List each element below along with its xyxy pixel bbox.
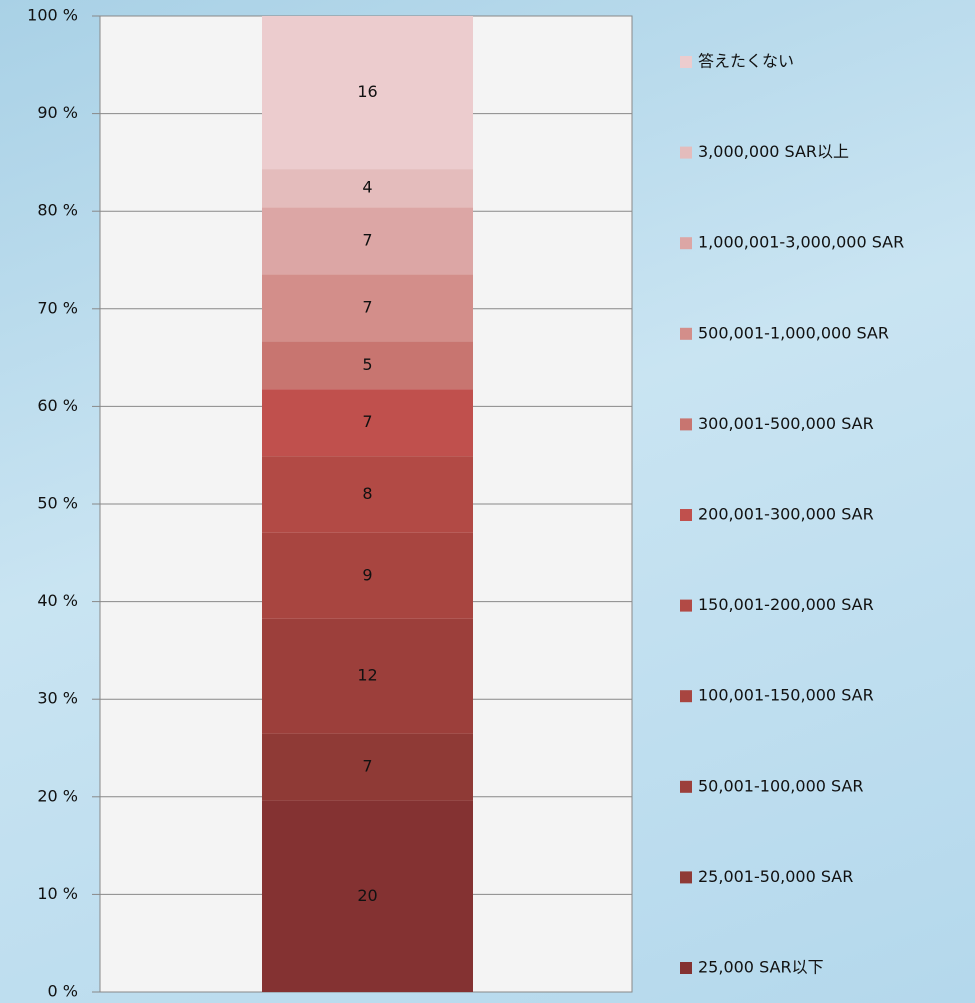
y-tick-label: 0 % xyxy=(48,982,78,1001)
bar-segment xyxy=(262,456,473,533)
legend-label: 3,000,000 SAR以上 xyxy=(698,142,849,161)
bar-segment xyxy=(262,532,473,619)
y-tick-label: 10 % xyxy=(37,884,78,903)
data-label: 4 xyxy=(362,178,372,197)
y-tick-label: 20 % xyxy=(37,786,78,805)
legend-swatch xyxy=(680,509,692,521)
legend-label: 1,000,001-3,000,000 SAR xyxy=(698,233,904,252)
y-tick-label: 30 % xyxy=(37,689,78,708)
legend-swatch xyxy=(680,327,692,340)
data-label: 7 xyxy=(362,230,372,249)
legend-label: 答えたくない xyxy=(698,52,794,71)
legend-swatch xyxy=(680,871,692,884)
legend-swatch xyxy=(680,780,692,793)
legend-label: 25,001-50,000 SAR xyxy=(698,867,853,886)
legend-swatch xyxy=(680,146,692,159)
bar-segment xyxy=(262,389,473,457)
legend-label: 50,001-100,000 SAR xyxy=(698,776,864,795)
legend-swatch xyxy=(680,418,692,431)
y-tick-label: 60 % xyxy=(37,396,78,415)
legend-swatch xyxy=(680,690,692,703)
legend-label: 200,001-300,000 SAR xyxy=(698,505,874,524)
bar-segment xyxy=(262,733,473,801)
data-label: 7 xyxy=(362,757,372,776)
data-label: 20 xyxy=(357,886,377,905)
data-label: 9 xyxy=(362,565,372,584)
bar-segment xyxy=(262,274,473,342)
data-label: 7 xyxy=(362,297,372,316)
bar-segment xyxy=(262,16,473,170)
legend-label: 500,001-1,000,000 SAR xyxy=(698,323,889,342)
bar-segment xyxy=(262,169,473,208)
legend-label: 300,001-500,000 SAR xyxy=(698,414,874,433)
legend-swatch xyxy=(680,237,692,250)
y-tick-label: 50 % xyxy=(37,494,78,513)
data-label: 8 xyxy=(362,484,372,503)
legend-swatch xyxy=(680,599,692,612)
bar-segment xyxy=(262,618,473,734)
data-label: 5 xyxy=(362,355,372,374)
bar-segment xyxy=(262,207,473,275)
legend-label: 150,001-200,000 SAR xyxy=(698,595,874,614)
y-tick-label: 40 % xyxy=(37,591,78,610)
y-tick-label: 90 % xyxy=(37,103,78,122)
bar-segment xyxy=(262,341,473,390)
legend-swatch xyxy=(680,56,692,68)
y-tick-label: 100 % xyxy=(27,6,78,25)
legend-swatch xyxy=(680,962,692,974)
legend-label: 100,001-150,000 SAR xyxy=(698,686,874,705)
bar-segment xyxy=(262,800,473,992)
data-label: 16 xyxy=(357,82,377,101)
legend-label: 25,000 SAR以下 xyxy=(698,958,824,977)
y-tick-label: 70 % xyxy=(37,298,78,317)
data-label: 7 xyxy=(362,412,372,431)
y-tick-label: 80 % xyxy=(37,201,78,220)
data-label: 12 xyxy=(357,666,377,685)
